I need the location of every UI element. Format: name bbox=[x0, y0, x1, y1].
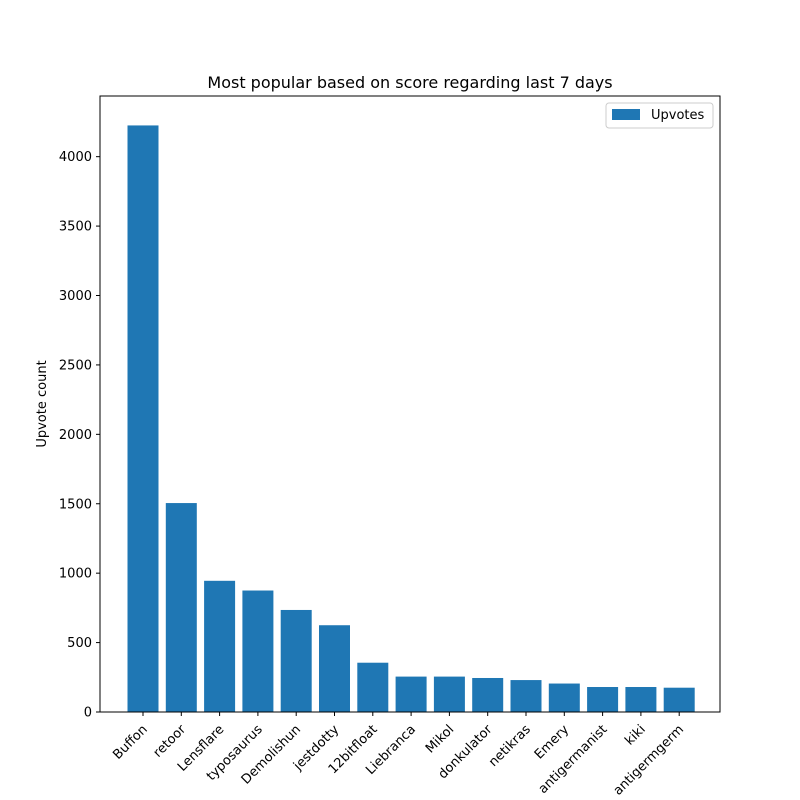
bar-emery bbox=[548, 683, 580, 712]
x-tick-label: Mikol bbox=[423, 722, 457, 756]
bar-retoor bbox=[165, 503, 197, 712]
chart-title: Most popular based on score regarding la… bbox=[207, 73, 612, 92]
y-tick-label: 2500 bbox=[59, 358, 92, 373]
bar-buffon bbox=[127, 125, 159, 713]
y-tick-label: 4000 bbox=[59, 150, 92, 165]
y-tick-label: 0 bbox=[84, 706, 92, 721]
bar-lensflare bbox=[204, 580, 236, 712]
bar-demolishun bbox=[280, 609, 312, 712]
bar-netikras bbox=[510, 680, 542, 712]
plot-frame bbox=[99, 95, 721, 713]
y-tick-label: 2000 bbox=[59, 428, 92, 443]
bar-kiki bbox=[625, 687, 657, 712]
y-tick-label: 500 bbox=[67, 636, 92, 651]
bar-typosaurus bbox=[242, 590, 274, 712]
legend-label: Upvotes bbox=[651, 108, 705, 123]
x-tick-label: netikras bbox=[486, 722, 534, 770]
y-axis-label: Upvote count bbox=[35, 360, 50, 447]
bar-12bitfloat bbox=[357, 662, 389, 712]
x-tick-label: antigermgerm bbox=[611, 722, 687, 798]
bars-group bbox=[127, 125, 695, 713]
y-tick-label: 3500 bbox=[59, 220, 92, 235]
bar-liebranca bbox=[395, 676, 427, 712]
y-tick-label: 1000 bbox=[59, 567, 92, 582]
y-axis: 0 500 1000 1500 2000 2500 3000 3500 4000 bbox=[59, 150, 100, 721]
bar-antigermanist bbox=[587, 687, 619, 712]
bar-donkulator bbox=[472, 677, 504, 712]
y-tick-label: 1500 bbox=[59, 497, 92, 512]
bar-mikol bbox=[433, 676, 465, 712]
y-tick-label: 3000 bbox=[59, 289, 92, 304]
x-tick-label: Buffon bbox=[110, 722, 151, 763]
legend-swatch bbox=[612, 109, 640, 120]
x-tick-label: kiki bbox=[622, 722, 648, 748]
bar-jestdotty bbox=[319, 625, 350, 712]
x-axis: Buffon retoorLensflaretyposaurusDemolishu… bbox=[110, 712, 687, 799]
legend: Upvotes bbox=[605, 102, 714, 129]
bar-antigermgerm bbox=[663, 687, 695, 712]
x-tick-label: antigermanist bbox=[536, 722, 611, 797]
